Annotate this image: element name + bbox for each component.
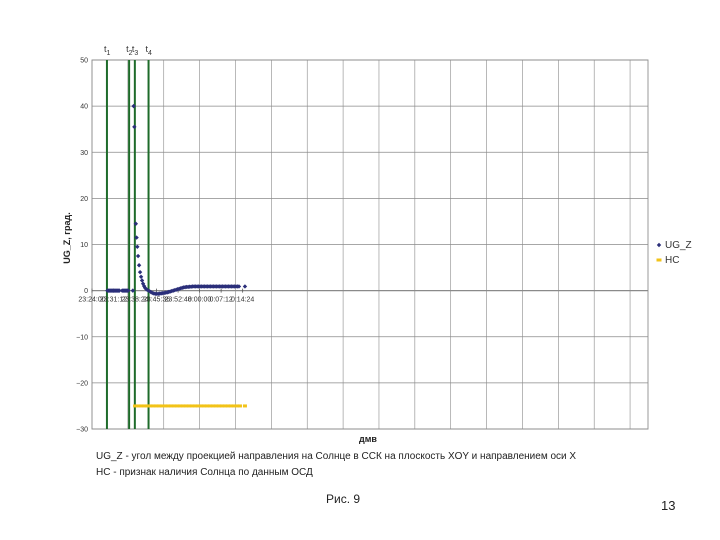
data-point-hc [223,404,228,408]
caption-line-1: UG_Z - угол между проекцией направления … [96,451,577,462]
data-point-hc [208,404,213,408]
data-point-hc [163,404,168,408]
data-point-ug-z [135,244,140,250]
event-marker-label-subscript: 3 [134,50,138,57]
legend-marker-ug-z [656,242,662,248]
data-point-hc [237,404,242,408]
data-point-hc [133,404,138,408]
data-point-hc [178,404,183,408]
event-marker-label-t4: t4 [146,44,153,57]
data-point-hc [217,404,222,408]
data-point-hc [220,404,225,408]
data-point-hc [145,404,150,408]
y-tick-label: −10 [76,334,88,341]
data-point-hc [234,404,239,408]
y-axis-title: UG_Z, град. [62,212,72,263]
data-point-hc [242,404,247,408]
event-marker-label-base: t [132,44,135,54]
data-point-hc [172,404,177,408]
data-point-ug-z [135,253,141,259]
x-tick-label: 23:38:24 [121,297,148,304]
data-point-ug-z [144,287,149,292]
data-point-ug-z [139,278,145,283]
legend-label: HC [665,255,679,266]
series-layer [105,103,248,408]
data-point-hc [148,404,153,408]
legend-marker-hc [656,258,662,262]
legend-label: UG_Z [665,240,692,251]
event-marker-label-t2: t2 [126,44,133,57]
data-point-ug-z [131,103,136,109]
event-marker-label-base: t [104,44,107,54]
data-point-hc [226,404,231,408]
x-tick-label: 23:24:00 [78,297,105,304]
x-axis-title: дмв [359,434,377,444]
data-point-hc [205,404,210,408]
data-point-hc [231,404,236,408]
y-tick-label: 30 [80,150,88,157]
x-tick-label: 0:00:00 [188,297,211,304]
tick-label-layer: 50 40 30 20 10 0 −10 −20 −30 23:24:0023:31:1223:3… [76,58,254,434]
data-point-hc [187,404,192,408]
data-point-ug-z [242,284,248,289]
data-point-hc [157,404,162,408]
data-point-ug-z [125,288,131,293]
data-point-hc [142,404,147,408]
event-marker-label-base: t [126,44,129,54]
x-tick-label: 0:14:24 [231,297,254,304]
data-point-hc [199,404,204,408]
data-point-hc [211,404,216,408]
data-point-hc [196,404,201,408]
data-point-ug-z [138,274,144,279]
data-point-hc [184,404,189,408]
x-tick-label: 23:31:12 [100,297,127,304]
y-tick-label: 40 [80,104,88,111]
page-number: 13 [661,498,676,513]
y-tick-label: 0 [84,288,88,295]
data-point-ug-z [132,124,137,130]
y-tick-label: 20 [80,196,88,203]
y-tick-label: 10 [80,242,88,249]
data-point-hc [169,404,174,408]
figure-caption: Рис. 9 [326,492,361,506]
data-point-ug-z [136,263,142,268]
data-point-hc [139,404,144,408]
data-point-hc [136,404,141,408]
data-point-hc [229,404,233,408]
x-tick-label: 0:07:12 [209,297,232,304]
legend: UG_Z HC [656,240,692,266]
data-point-ug-z [130,288,136,293]
data-point-hc [193,404,198,408]
event-marker-label-base: t [146,44,149,54]
event-marker-layer: t1 t2 t3 t4 [104,44,152,429]
data-point-hc [151,404,156,408]
x-tick-label: 23:45:36 [143,297,170,304]
y-tick-label: −30 [76,427,88,434]
event-marker-label-subscript: 4 [148,50,152,57]
data-point-hc [202,404,207,408]
y-tick-label: −20 [76,380,88,387]
event-marker-label-t1: t1 [104,44,111,57]
data-point-ug-z [236,284,242,289]
data-point-hc [214,404,219,408]
data-point-hc [181,404,186,408]
data-point-ug-z [137,269,143,275]
x-tick-label: 23:52:48 [164,297,191,304]
data-point-hc [190,404,195,408]
event-marker-label-subscript: 2 [129,50,133,57]
y-tick-label: 50 [80,58,88,65]
event-marker-label-t3: t3 [132,44,139,57]
data-point-hc [154,404,159,408]
data-point-ug-z [134,235,139,240]
data-point-hc [160,404,165,408]
grid-layer [91,59,648,430]
data-point-ug-z [117,288,122,293]
data-point-hc [175,404,180,408]
data-point-hc [166,404,171,408]
event-marker-label-subscript: 1 [106,50,110,57]
caption-line-2: НС - признак наличия Солнца по данным ОС… [96,467,313,478]
data-point-ug-z [133,221,139,226]
